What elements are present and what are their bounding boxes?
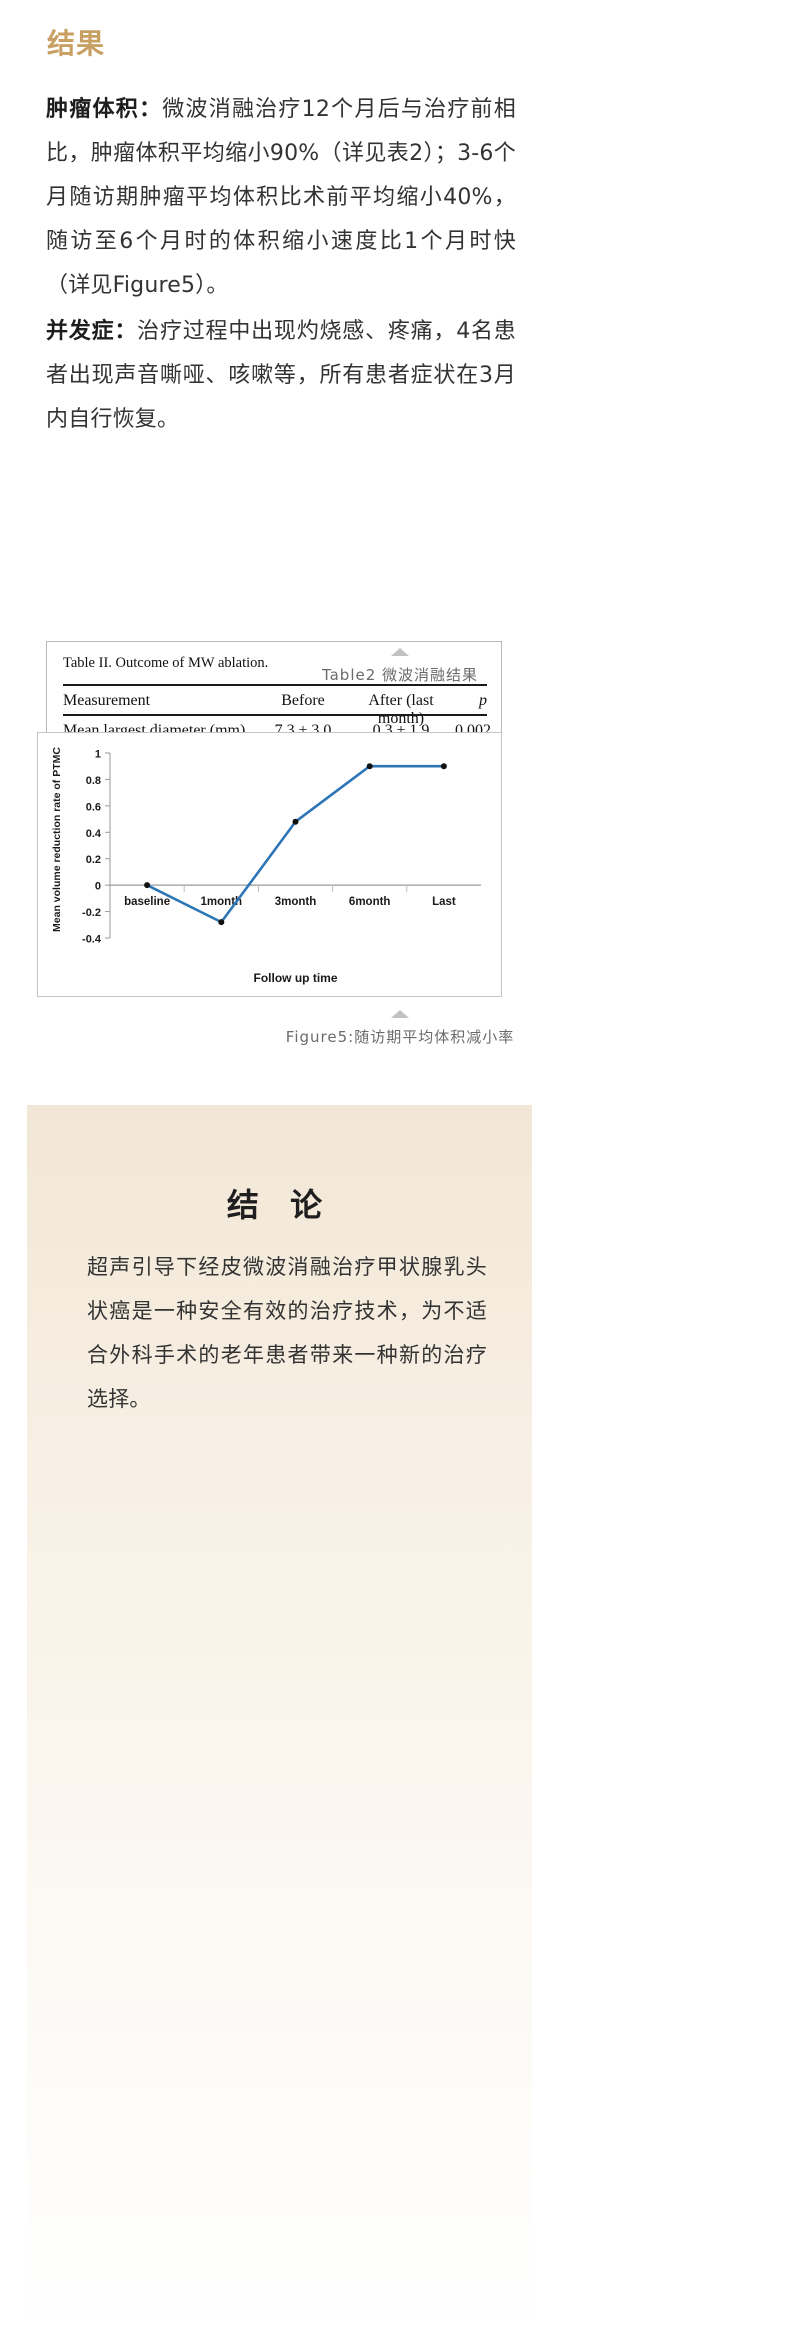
- paragraph-lead-complications: 并发症：: [46, 319, 138, 344]
- chart-caption: Figure5:随访期平均体积减小率: [285, 1028, 515, 1046]
- paragraph-text-tumor-volume: 微波消融治疗12个月后与治疗前相比，肿瘤体积平均缩小90%（详见表2）；3-6个…: [46, 97, 516, 298]
- x-axis-tick-label: 1month: [201, 896, 243, 908]
- y-axis-tick-label: 1: [95, 749, 101, 761]
- table-rule-top: [63, 684, 487, 686]
- table-title: Table II. Outcome of MW ablation.: [63, 655, 269, 671]
- table-col-measurement: Measurement: [63, 692, 151, 709]
- conclusion-text: 超声引导下经皮微波消融治疗甲状腺乳头状癌是一种安全有效的治疗技术，为不适合外科手…: [87, 1255, 487, 1411]
- table-rule-mid: [63, 714, 487, 716]
- conclusion-band: 结 论 超声引导下经皮微波消融治疗甲状腺乳头状癌是一种安全有效的治疗技术，为不适…: [27, 1105, 532, 2341]
- table-col-before: Before: [281, 692, 325, 709]
- line-chart: 1 0.8 0.6 0.4 0.2 0 -0.2 -0.4 baseline 1month 3mon…: [51, 747, 481, 985]
- table-caption: Table2 微波消融结果: [321, 666, 479, 684]
- paragraph-tumor-volume: 肿瘤体积：微波消融治疗12个月后与治疗前相比，肿瘤体积平均缩小90%（详见表2）…: [46, 88, 516, 308]
- paragraph-text-complications: 治疗过程中出现灼烧感、疼痛，4名患者出现声音嘶哑、咳嗽等，所有患者症状在3月内自…: [46, 319, 516, 432]
- x-axis-tick-label: baseline: [124, 896, 170, 908]
- chart-card: 1 0.8 0.6 0.4 0.2 0 -0.2 -0.4 baseline 1month 3mon…: [37, 732, 502, 997]
- body-text-block: 肿瘤体积：微波消融治疗12个月后与治疗前相比，肿瘤体积平均缩小90%（详见表2）…: [46, 88, 516, 444]
- x-axis-tick-label: 6month: [349, 896, 391, 908]
- x-axis-tick-label: Last: [432, 896, 456, 908]
- y-axis-tick-label: -0.4: [82, 934, 102, 946]
- y-axis-title: Mean volume reduction rate of PTMC: [51, 747, 63, 932]
- y-axis-tick-label: 0.4: [86, 828, 102, 840]
- chart-data-point: [292, 818, 299, 825]
- chart-caption-block: Figure5:随访期平均体积减小率: [0, 1010, 800, 1047]
- chart-data-point: [218, 919, 225, 926]
- y-axis-tick-label: 0: [95, 881, 101, 893]
- y-axis-tick-label: -0.2: [82, 907, 101, 919]
- chart-data-point: [144, 882, 151, 889]
- chart-data-point: [440, 763, 447, 770]
- caret-up-icon: [391, 648, 409, 656]
- conclusion-title: 结 论: [226, 1186, 333, 1224]
- table-col-p: p: [479, 692, 487, 709]
- y-axis-tick-label: 0.8: [86, 775, 101, 787]
- paragraph-lead-tumor-volume: 肿瘤体积：: [46, 97, 163, 122]
- paragraph-complications: 并发症：治疗过程中出现灼烧感、疼痛，4名患者出现声音嘶哑、咳嗽等，所有患者症状在…: [46, 310, 516, 442]
- table-caption-block: Table2 微波消融结果: [0, 648, 800, 685]
- caret-up-icon: [391, 1010, 409, 1018]
- x-axis-tick-label: 3month: [275, 896, 317, 908]
- y-axis-tick-label: 0.6: [86, 801, 101, 813]
- table-header-row: Measurement Before After (last month) p: [63, 692, 487, 727]
- section-heading: 结果: [47, 27, 106, 60]
- y-axis-tick-label: 0.2: [86, 854, 101, 866]
- chart-data-point: [366, 763, 373, 770]
- x-axis-title: Follow up time: [254, 971, 338, 985]
